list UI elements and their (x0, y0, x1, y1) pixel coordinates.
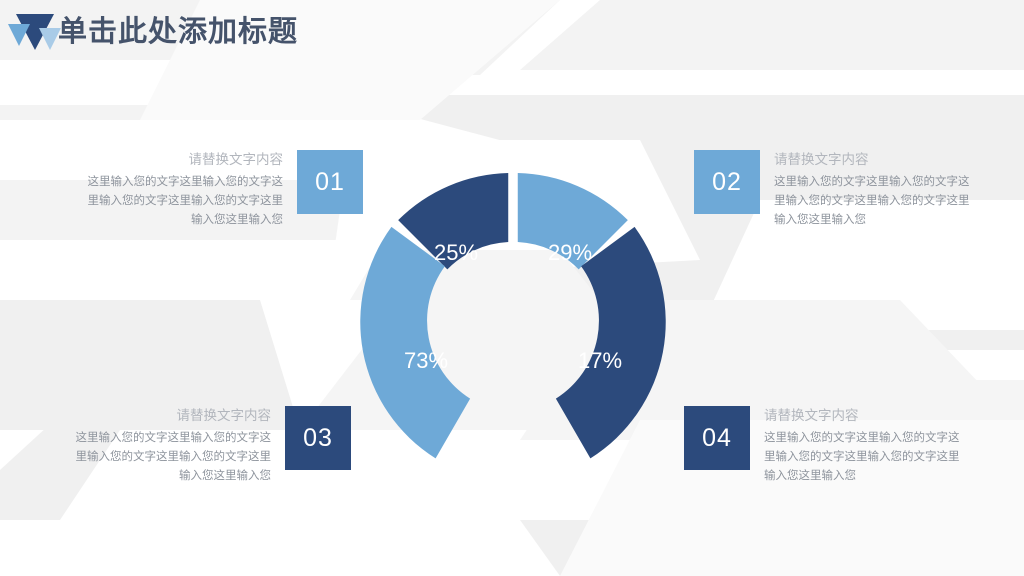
info-block-04-text: 请替换文字内容 这里输入您的文字这里输入您的文字这里输入您的文字这里输入您的文字… (750, 406, 960, 486)
donut-label-1: 25% (434, 240, 478, 265)
info-block-04[interactable]: 04 请替换文字内容 这里输入您的文字这里输入您的文字这里输入您的文字这里输入您… (684, 406, 960, 486)
donut-label-2: 29% (548, 240, 592, 265)
donut-slice-labels: 25% 29% 17% 73% (404, 240, 622, 373)
info-block-01-heading: 请替换文字内容 (188, 152, 284, 167)
info-block-03-body: 这里输入您的文字这里输入您的文字这里输入您的文字这里输入您的文字这里输入您这里输… (75, 432, 272, 482)
info-block-03-number: 03 (303, 423, 333, 452)
slide-header: 单击此处添加标题 (0, 0, 1024, 64)
page-title: 单击此处添加标题 (58, 16, 299, 48)
info-block-04-heading: 请替换文字内容 (764, 408, 859, 423)
info-block-03[interactable]: 请替换文字内容 这里输入您的文字这里输入您的文字这里输入您的文字这里输入您的文字… (75, 406, 351, 486)
info-block-01-body: 这里输入您的文字这里输入您的文字这里输入您的文字这里输入您的文字这里输入您这里输… (87, 176, 284, 226)
donut-label-4: 73% (404, 348, 448, 373)
info-block-01-text: 请替换文字内容 这里输入您的文字这里输入您的文字这里输入您的文字这里输入您的文字… (87, 150, 297, 230)
info-block-03-number-box[interactable]: 03 (285, 406, 351, 470)
info-block-04-number: 04 (702, 423, 732, 452)
info-block-02-heading: 请替换文字内容 (774, 152, 869, 167)
info-block-02-number-box[interactable]: 02 (694, 150, 760, 214)
donut-chart-svg: 25% 29% 17% 73% (360, 173, 666, 459)
donut-slices (360, 173, 666, 459)
info-block-02-text: 请替换文字内容 这里输入您的文字这里输入您的文字这里输入您的文字这里输入您的文字… (760, 150, 970, 230)
donut-chart: 25% 29% 17% 73% (350, 172, 676, 498)
info-block-04-body: 这里输入您的文字这里输入您的文字这里输入您的文字这里输入您的文字这里输入您这里输… (764, 432, 960, 482)
info-block-02-body: 这里输入您的文字这里输入您的文字这里输入您的文字这里输入您的文字这里输入您这里输… (774, 176, 970, 226)
info-block-02-number: 02 (712, 167, 742, 196)
donut-label-3: 17% (578, 348, 622, 373)
triple-triangle-logo-icon (8, 14, 61, 50)
info-block-02[interactable]: 02 请替换文字内容 这里输入您的文字这里输入您的文字这里输入您的文字这里输入您… (694, 150, 970, 230)
info-block-01-number-box[interactable]: 01 (297, 150, 363, 214)
info-block-01-number: 01 (315, 167, 345, 196)
info-block-01[interactable]: 请替换文字内容 这里输入您的文字这里输入您的文字这里输入您的文字这里输入您的文字… (87, 150, 363, 230)
info-block-04-number-box[interactable]: 04 (684, 406, 750, 470)
info-block-03-heading: 请替换文字内容 (176, 408, 272, 423)
info-block-03-text: 请替换文字内容 这里输入您的文字这里输入您的文字这里输入您的文字这里输入您的文字… (75, 406, 285, 486)
